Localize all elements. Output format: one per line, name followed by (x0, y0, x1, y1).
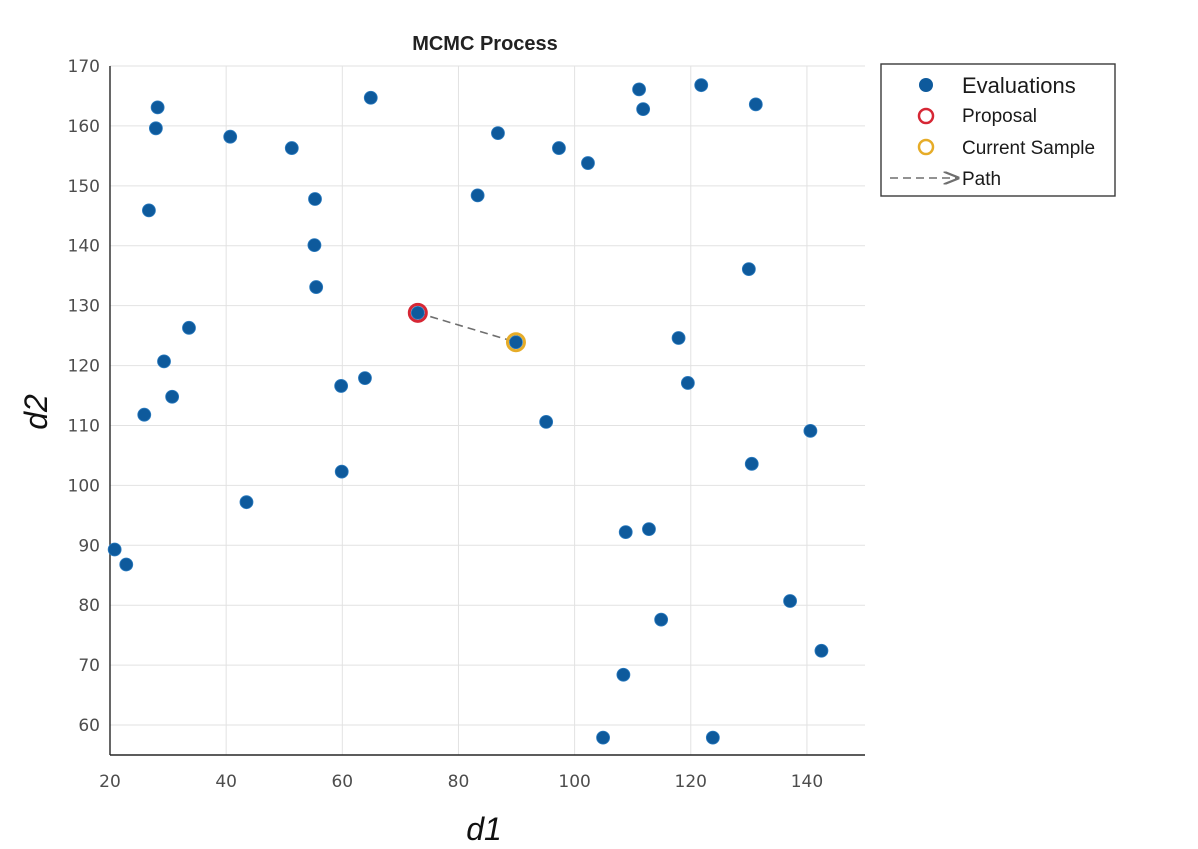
evaluation-point (157, 354, 171, 369)
evaluation-point (137, 407, 152, 422)
y-tick-label: 90 (78, 536, 100, 556)
evaluation-point (363, 90, 378, 105)
y-axis-ticks: 60 70 80 90 100 110 120 130 140 150 160 170 (68, 57, 100, 736)
y-tick-label: 140 (68, 237, 100, 257)
evaluation-point (632, 82, 646, 97)
y-tick-label: 170 (68, 57, 100, 77)
overlay-markers (407, 302, 526, 353)
evaluation-point (284, 141, 299, 155)
evaluation-point (142, 203, 156, 218)
x-tick-label: 60 (331, 772, 353, 792)
y-tick-label: 80 (78, 596, 100, 616)
x-axis-label: d1 (466, 811, 502, 847)
evaluation-point (334, 379, 349, 393)
legend-current-sample-marker (917, 138, 935, 156)
evaluation-point (107, 542, 122, 557)
evaluation-point (636, 102, 651, 117)
y-tick-label: 120 (68, 357, 100, 377)
evaluation-point (694, 78, 709, 93)
evaluation-point (744, 456, 759, 471)
evaluation-point (705, 730, 720, 745)
legend-path-label: Path (962, 169, 1001, 190)
mcmc-path-line (417, 312, 517, 343)
path-layer (417, 312, 517, 343)
evaluation-point (470, 188, 485, 203)
legend-current-sample-label: Current Sample (962, 138, 1095, 159)
x-tick-label: 120 (675, 772, 707, 792)
evaluation-point (150, 100, 165, 115)
current-sample-marker (505, 332, 526, 353)
evaluation-point (680, 376, 695, 390)
legend-proposal-label: Proposal (962, 106, 1037, 127)
y-tick-label: 100 (68, 476, 100, 496)
evaluation-point (748, 97, 763, 112)
evaluation-point (654, 612, 669, 627)
proposal-marker (407, 302, 428, 323)
y-tick-label: 160 (68, 117, 100, 137)
evaluation-point (642, 522, 656, 537)
evaluation-point (616, 667, 631, 682)
legend: Evaluations Proposal Current Sample Path (880, 63, 1116, 197)
evaluation-point (410, 305, 425, 320)
y-tick-label: 130 (68, 297, 100, 317)
legend-evaluations-label: Evaluations (962, 73, 1076, 98)
evaluation-point (803, 423, 818, 438)
evaluation-point (308, 192, 322, 206)
evaluation-point (783, 594, 797, 608)
evaluation-point (119, 557, 134, 572)
evaluation-point (334, 464, 349, 479)
x-tick-label: 100 (558, 772, 590, 792)
evaluation-point (539, 414, 554, 429)
evaluation-point (596, 730, 610, 745)
x-tick-label: 20 (99, 772, 121, 792)
y-tick-label: 110 (68, 416, 100, 436)
y-tick-label: 150 (68, 177, 100, 197)
evaluation-point (618, 525, 633, 540)
x-tick-label: 80 (448, 772, 470, 792)
evaluation-point (581, 156, 595, 170)
x-axis-ticks: 20 40 60 80 100 120 140 (99, 772, 823, 792)
legend-proposal-marker (917, 107, 935, 125)
evaluation-point (814, 643, 829, 658)
axes-box (109, 66, 865, 756)
evaluation-point (239, 495, 254, 510)
y-tick-label: 60 (78, 716, 100, 736)
evaluation-point (552, 141, 566, 155)
evaluation-points (107, 78, 829, 745)
evaluation-point (509, 335, 523, 350)
evaluation-point (307, 238, 322, 253)
x-tick-label: 40 (215, 772, 237, 792)
evaluation-point (491, 126, 505, 141)
evaluation-point (309, 280, 324, 294)
grid-lines (109, 65, 865, 755)
evaluation-point (223, 129, 238, 144)
evaluation-point (358, 371, 372, 386)
evaluation-point (165, 389, 180, 404)
evaluation-point (182, 320, 196, 335)
y-axis-label: d2 (18, 394, 54, 430)
evaluation-point (148, 121, 163, 136)
evaluation-point (741, 262, 756, 277)
legend-evaluations-marker (919, 78, 933, 92)
y-tick-label: 70 (78, 656, 100, 676)
x-tick-label: 140 (791, 772, 823, 792)
evaluation-point (671, 331, 686, 345)
chart-title: MCMC Process (412, 33, 558, 55)
